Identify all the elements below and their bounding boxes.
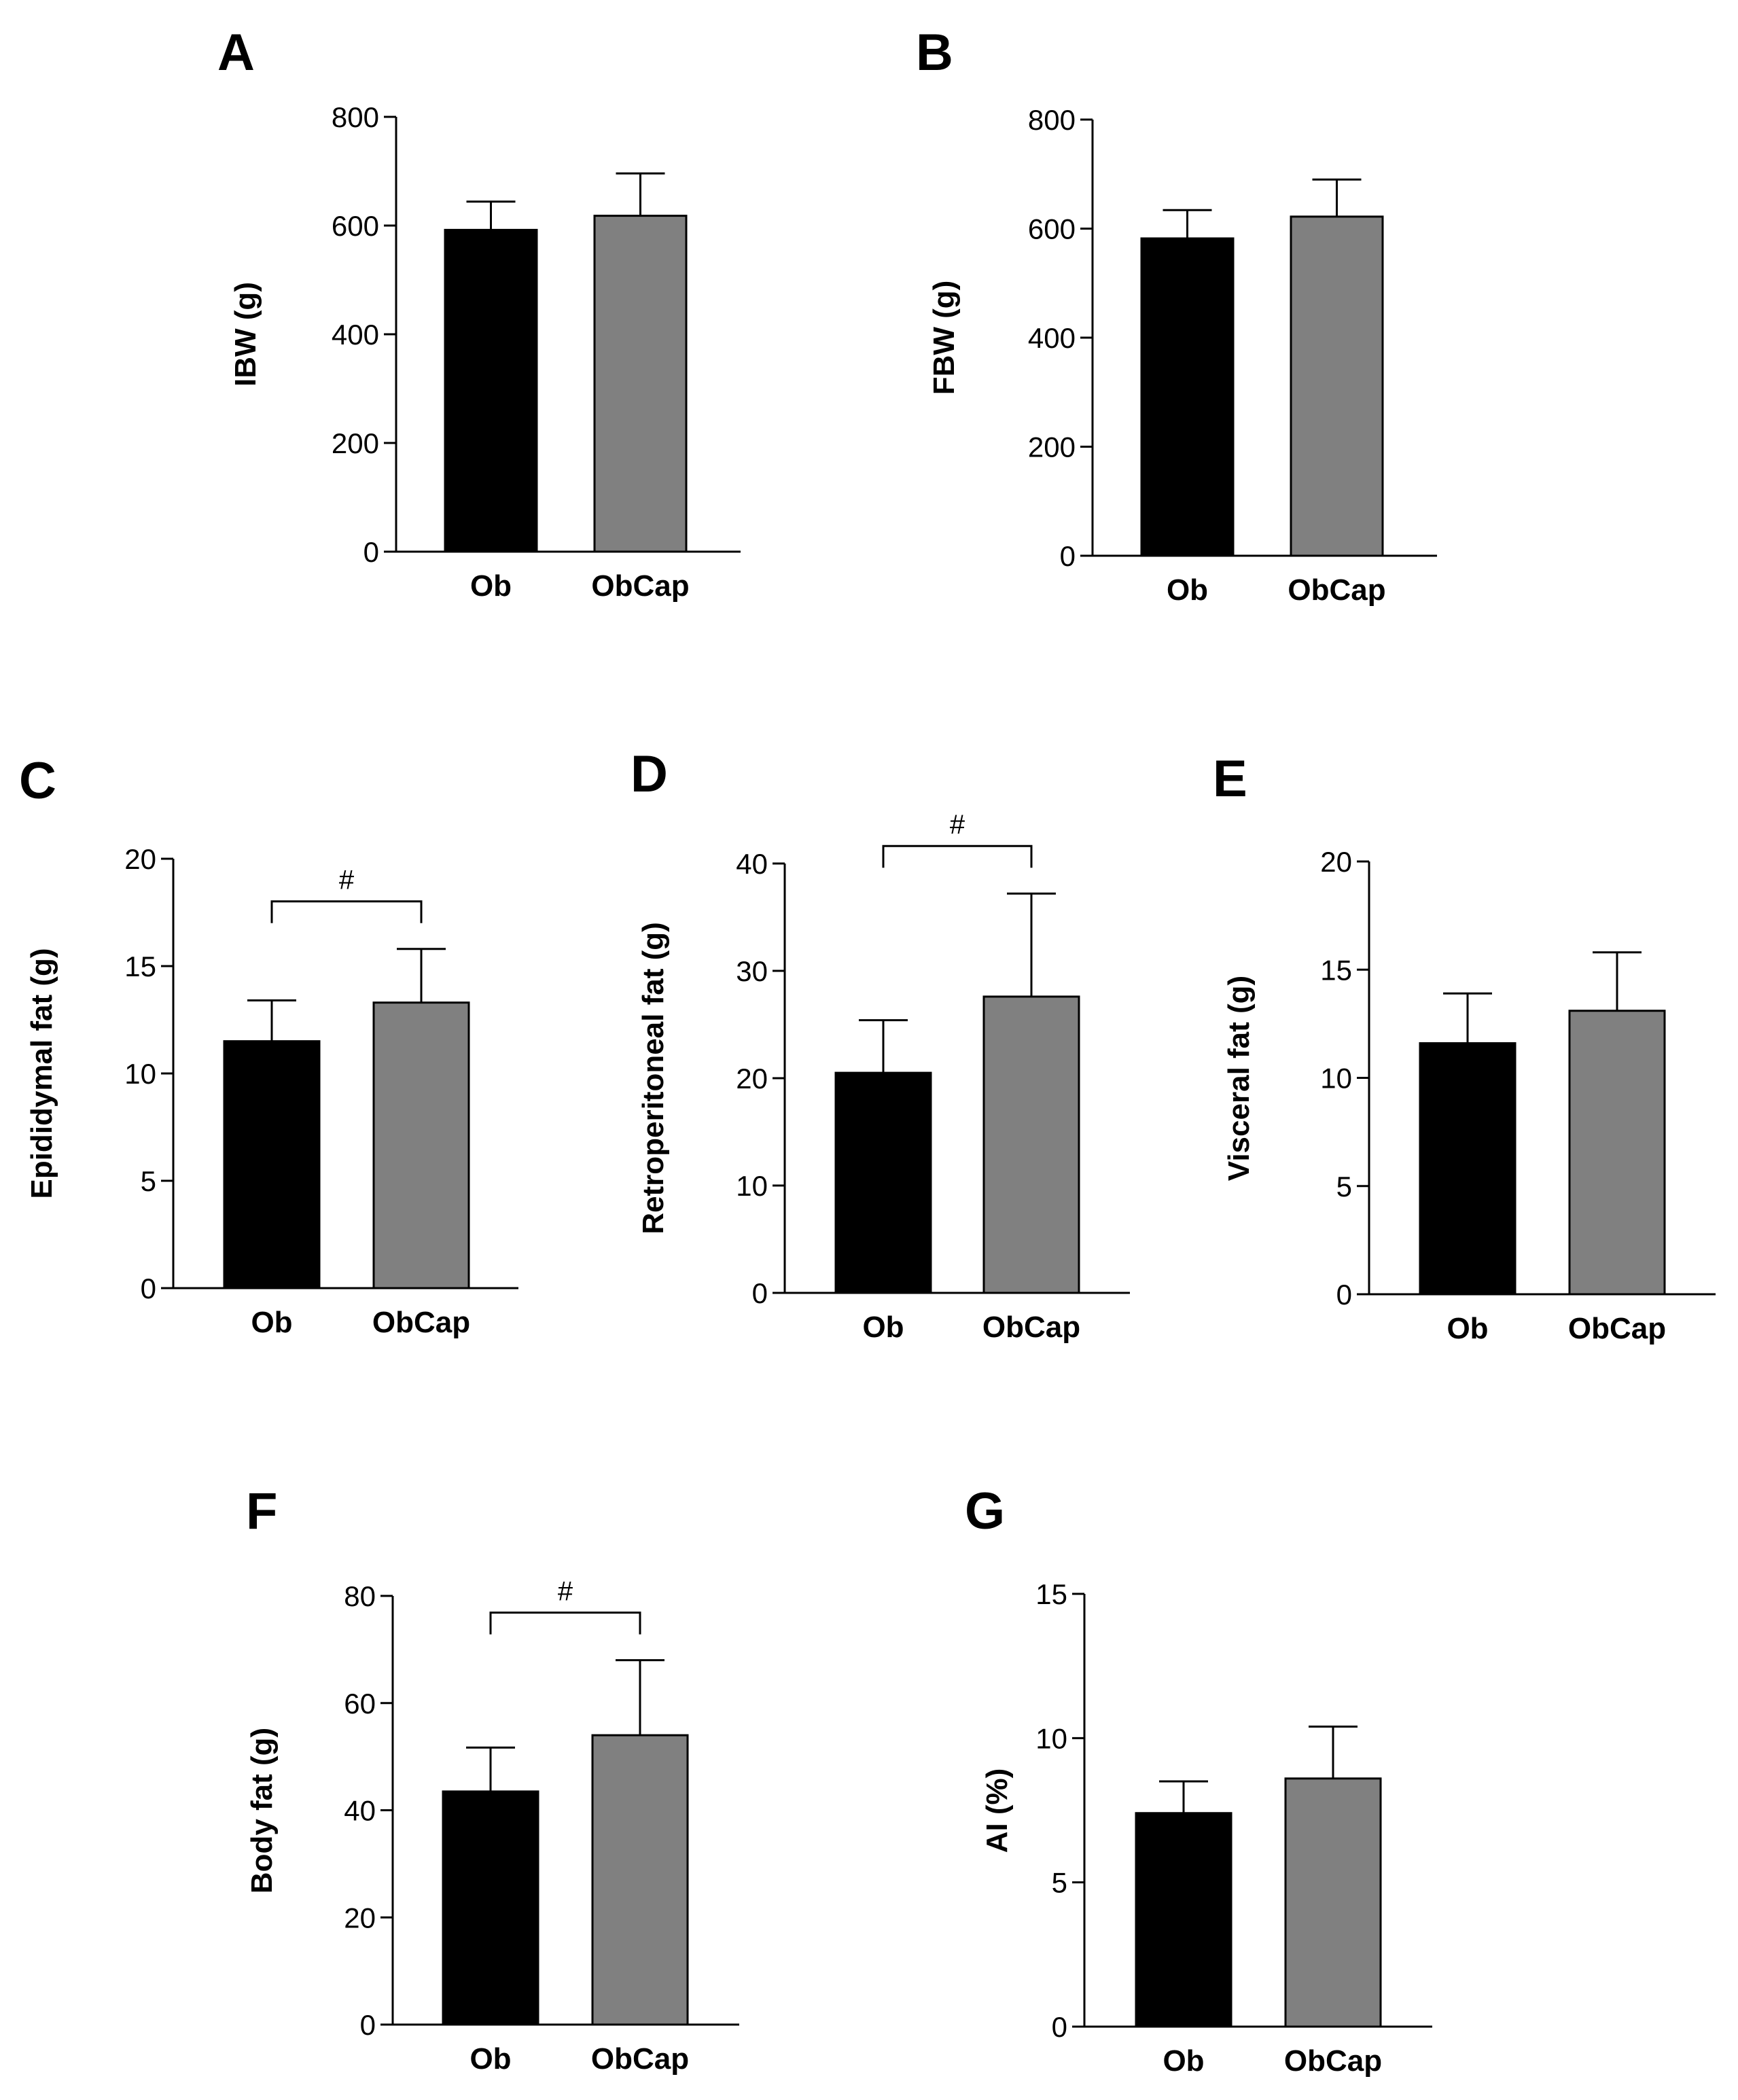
y-tick-label: 5 — [141, 1165, 156, 1197]
y-tick-label: 400 — [1028, 322, 1076, 354]
panel-letter: B — [916, 24, 953, 82]
bar-ob — [444, 228, 538, 553]
panel-letter: F — [246, 1482, 277, 1540]
panel-letter: A — [217, 24, 255, 82]
panel-e: E Visceral fat (g) Ob ObCap 0 5 10 15 20 — [1213, 750, 1716, 1345]
y-tick-label: 0 — [1060, 540, 1076, 572]
significance-bracket — [489, 1612, 641, 1635]
y-tick-label: 10 — [1035, 1722, 1067, 1754]
y-tick-label: 20 — [124, 843, 156, 875]
y-tick-label: 200 — [332, 427, 379, 459]
bar-obcap — [593, 215, 688, 553]
y-tick-label: 400 — [332, 319, 379, 351]
y-axis-label: Retroperitoneal fat (g) — [637, 922, 670, 1234]
category-label-ob: Ob — [1167, 573, 1208, 607]
y-tick-label: 20 — [1320, 846, 1352, 878]
y-tick-label: 0 — [363, 536, 379, 568]
y-tick-label: 10 — [736, 1170, 768, 1202]
panel-a: A IBW (g) Ob ObCap 0 200 400 600 800 — [217, 24, 741, 603]
bar-ob — [223, 1040, 321, 1289]
y-axis-label: FBW (g) — [927, 281, 961, 395]
bar-obcap — [1568, 1010, 1666, 1296]
significance-bracket — [270, 900, 423, 923]
y-tick-label: 30 — [736, 955, 768, 987]
y-tick-label: 0 — [1052, 2011, 1067, 2043]
bar-obcap — [372, 1001, 470, 1289]
category-label-obcap: ObCap — [591, 569, 689, 603]
bar-ob — [1135, 1812, 1232, 2028]
category-label-obcap: ObCap — [372, 1306, 470, 1339]
y-tick-label: 20 — [736, 1063, 768, 1095]
y-axis-label: Visceral fat (g) — [1222, 976, 1256, 1181]
bar-ob — [1140, 237, 1235, 557]
category-label-ob: Ob — [251, 1306, 292, 1339]
bar-obcap — [591, 1734, 689, 2026]
y-tick-label: 600 — [1028, 213, 1076, 245]
bar-obcap — [1290, 215, 1384, 557]
y-tick-label: 800 — [1028, 104, 1076, 136]
panel-f: F Body fat (g) Ob ObCap 0 20 40 60 80 # — [245, 1482, 739, 2076]
significance-marker: # — [950, 810, 965, 840]
y-tick-label: 80 — [344, 1580, 376, 1612]
panel-letter: C — [19, 752, 56, 810]
panel-g: G AI (%) Ob ObCap 0 5 10 15 — [965, 1482, 1432, 2078]
significance-bracket — [882, 844, 1033, 868]
y-tick-label: 0 — [141, 1273, 156, 1304]
bar-ob — [1419, 1042, 1517, 1296]
panel-letter: D — [631, 745, 668, 803]
panel-c: C Epididymal fat (g) Ob ObCap 0 5 10 15 20 # — [19, 752, 518, 1339]
panel-letter: E — [1213, 750, 1247, 808]
bar-ob — [442, 1790, 539, 2026]
y-tick-label: 800 — [332, 101, 379, 133]
category-label-ob: Ob — [862, 1311, 904, 1344]
y-tick-label: 15 — [1035, 1578, 1067, 1610]
y-axis-label: Epididymal fat (g) — [25, 948, 58, 1198]
category-label-ob: Ob — [1447, 1312, 1488, 1345]
y-tick-label: 60 — [344, 1688, 376, 1720]
category-label-obcap: ObCap — [982, 1311, 1080, 1344]
category-label-ob: Ob — [469, 2042, 511, 2076]
y-axis-label: Body fat (g) — [245, 1728, 279, 1893]
significance-marker: # — [339, 866, 355, 895]
category-label-obcap: ObCap — [1284, 2044, 1382, 2078]
panel-d: D Retroperitoneal fat (g) Ob ObCap 0 10 20 30 40… — [631, 745, 1130, 1344]
category-label-obcap: ObCap — [591, 2042, 689, 2076]
y-tick-label: 0 — [360, 2009, 376, 2041]
panel-b: B FBW (g) Ob ObCap 0 200 400 600 800 — [916, 24, 1437, 607]
bar-ob — [834, 1071, 932, 1294]
y-tick-label: 600 — [332, 210, 379, 242]
y-tick-label: 10 — [1320, 1063, 1352, 1095]
y-tick-label: 40 — [344, 1795, 376, 1827]
y-axis-label: AI (%) — [980, 1768, 1014, 1853]
y-tick-label: 0 — [1336, 1279, 1352, 1311]
bar-obcap — [982, 995, 1080, 1294]
y-tick-label: 15 — [1320, 954, 1352, 986]
y-tick-label: 20 — [344, 1902, 376, 1934]
y-tick-label: 40 — [736, 848, 768, 880]
panel-letter: G — [965, 1482, 1005, 1540]
y-tick-label: 5 — [1052, 1867, 1067, 1899]
bar-obcap — [1284, 1777, 1382, 2028]
category-label-obcap: ObCap — [1288, 573, 1385, 607]
y-tick-label: 15 — [124, 950, 156, 982]
significance-marker: # — [558, 1577, 573, 1607]
category-label-ob: Ob — [470, 569, 512, 603]
y-tick-label: 10 — [124, 1058, 156, 1090]
y-tick-label: 5 — [1336, 1171, 1352, 1203]
category-label-ob: Ob — [1163, 2044, 1204, 2078]
y-axis-label: IBW (g) — [229, 282, 262, 387]
y-tick-label: 0 — [752, 1277, 768, 1309]
category-label-obcap: ObCap — [1568, 1312, 1666, 1345]
y-tick-label: 200 — [1028, 431, 1076, 463]
